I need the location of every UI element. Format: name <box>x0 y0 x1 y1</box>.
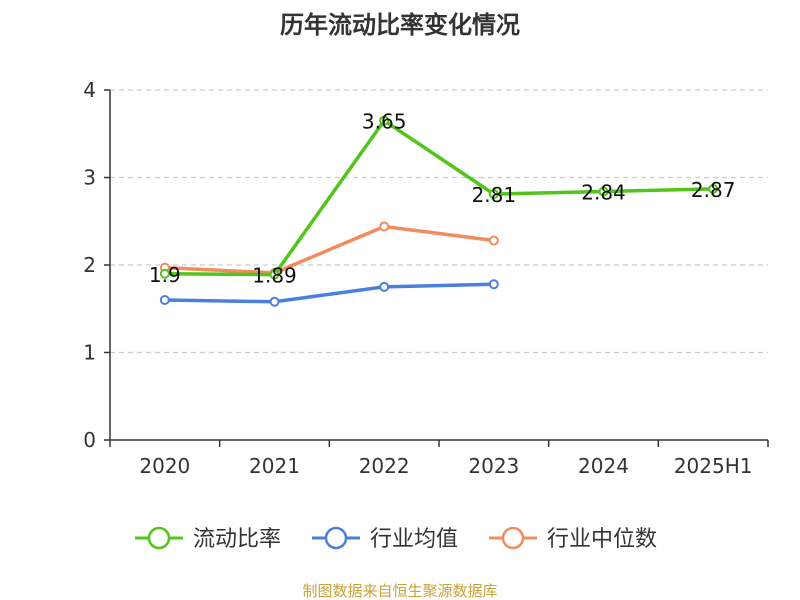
legend-marker-icon <box>501 526 525 550</box>
data-label: 2.87 <box>691 178 736 202</box>
x-tick-label: 2023 <box>468 454 519 478</box>
legend-label: 行业均值 <box>370 527 458 552</box>
data-point <box>269 296 280 307</box>
y-tick-label: 1 <box>83 341 96 365</box>
y-tick-label: 2 <box>83 253 96 277</box>
series-line <box>163 224 496 275</box>
legend-label: 行业中位数 <box>547 527 657 552</box>
data-point <box>379 221 390 232</box>
legend-item[interactable]: 行业均值 <box>312 526 458 552</box>
series-line <box>163 282 496 304</box>
y-tick-label: 0 <box>83 428 96 452</box>
data-label: 1.89 <box>252 264 297 288</box>
x-tick-label: 2024 <box>578 454 629 478</box>
data-point <box>379 281 390 292</box>
data-point <box>379 115 390 126</box>
legend-marker-icon <box>147 526 171 550</box>
data-point <box>269 269 280 280</box>
y-tick-label: 4 <box>83 78 96 102</box>
data-point <box>488 279 499 290</box>
data-label: 2.84 <box>581 181 626 205</box>
data-point <box>708 183 719 194</box>
data-point <box>598 186 609 197</box>
chart-title: 历年流动比率变化情况 <box>280 11 520 39</box>
data-label: 1.9 <box>149 263 181 287</box>
data-point <box>488 235 499 246</box>
data-point <box>159 295 170 305</box>
data-point <box>488 189 499 200</box>
series-line <box>163 118 715 277</box>
data-label: 3.65 <box>362 110 407 134</box>
x-tick-label: 2021 <box>249 454 300 478</box>
y-tick-label: 3 <box>83 166 96 190</box>
legend-item[interactable]: 流动比率 <box>135 526 281 552</box>
data-point <box>159 268 170 279</box>
x-tick-label: 2022 <box>359 454 410 478</box>
legend-item[interactable]: 行业中位数 <box>489 526 657 552</box>
x-tick-label: 2020 <box>139 454 190 478</box>
x-tick-label: 2025H1 <box>674 454 753 478</box>
legend-label: 流动比率 <box>193 527 281 552</box>
legend-marker-icon <box>324 526 348 550</box>
data-label: 2.81 <box>472 183 517 207</box>
source-note: 制图数据来自恒生聚源数据库 <box>302 582 497 600</box>
